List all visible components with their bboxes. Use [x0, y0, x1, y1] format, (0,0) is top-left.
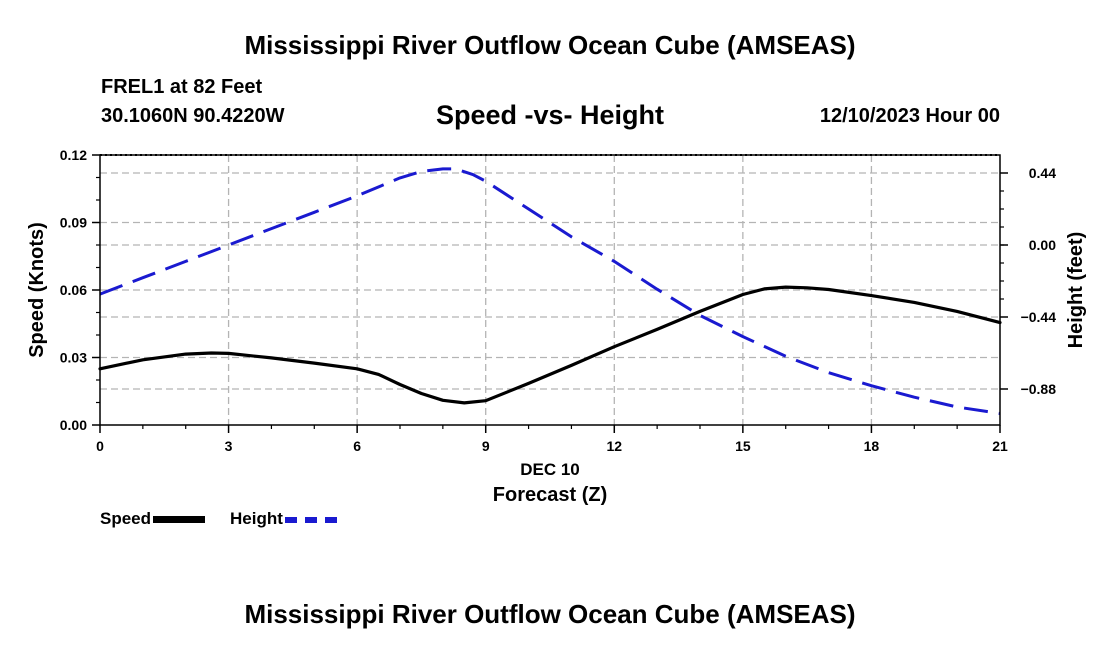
x-tick-label-5: 15: [735, 438, 751, 454]
y-right-tick-label-3: −0.88: [1021, 381, 1057, 397]
x-axis-date-label: DEC 10: [520, 460, 580, 479]
x-tick-label-7: 21: [992, 438, 1008, 454]
chart-footer-title: Mississippi River Outflow Ocean Cube (AM…: [244, 599, 856, 629]
x-tick-label-1: 3: [225, 438, 233, 454]
x-tick-label-0: 0: [96, 438, 104, 454]
chart-subtitle: Speed -vs- Height: [435, 100, 665, 130]
x-tick-label-2: 6: [353, 438, 361, 454]
legend-speed-label: Speed: [100, 509, 152, 528]
station-coordinates: 30.1060N 90.4220W: [101, 105, 285, 127]
y-tick-label-0: 0.00: [60, 417, 87, 433]
y-tick-label-1: 0.03: [60, 350, 87, 366]
x-axis-title: Forecast (Z): [493, 484, 607, 506]
x-tick-label-4: 12: [606, 438, 622, 454]
legend-height-swatch: [284, 516, 337, 523]
legend-height-label: Height: [230, 509, 283, 528]
y-axis-title: Speed (Knots): [26, 222, 48, 358]
y-tick-label-4: 0.12: [60, 147, 87, 163]
station-label: FREL1 at 82 Feet: [101, 76, 263, 98]
y-right-tick-label-0: 0.44: [1029, 165, 1056, 181]
legend-speed: Speed: [100, 509, 206, 529]
forecast-datetime: 12/10/2023 Hour 00: [819, 105, 1000, 127]
legend-speed-swatch: [153, 516, 206, 524]
y-right-tick-label-1: 0.00: [1029, 237, 1056, 253]
x-tick-label-6: 18: [864, 438, 880, 454]
chart-main-title: Mississippi River Outflow Ocean Cube (AM…: [244, 30, 856, 60]
series-line-speed: [98, 285, 1002, 405]
y-right-tick-label-2: −0.44: [1021, 309, 1057, 325]
series-line-height: [99, 167, 1001, 415]
legend-height: Height: [230, 509, 337, 529]
x-tick-label-3: 9: [482, 438, 490, 454]
y-tick-label-3: 0.09: [60, 215, 87, 231]
y-tick-label-2: 0.06: [60, 282, 87, 298]
y-right-axis-title: Height (feet): [1065, 232, 1087, 349]
